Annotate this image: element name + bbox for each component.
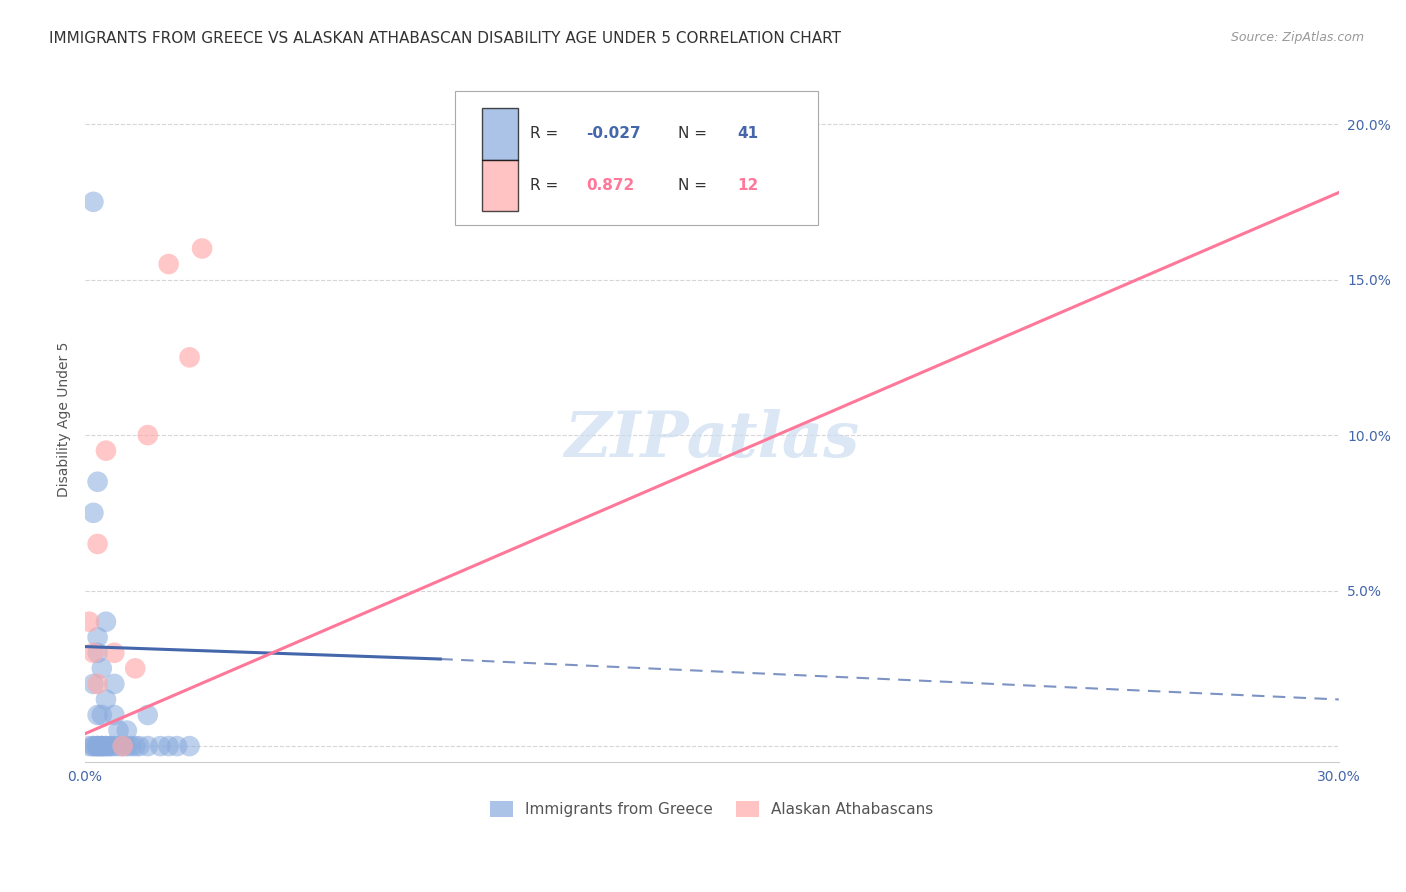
Point	[82, 677, 104, 691]
Point	[103, 708, 125, 723]
Point	[98, 739, 121, 753]
Point	[103, 739, 125, 753]
Point	[90, 708, 112, 723]
Point	[179, 351, 201, 365]
Point	[191, 242, 214, 256]
Legend: Immigrants from Greece, Alaskan Athabascans: Immigrants from Greece, Alaskan Athabasc…	[484, 795, 939, 823]
Point	[94, 615, 117, 629]
Text: 41: 41	[737, 127, 758, 142]
Point	[86, 630, 108, 644]
Point	[86, 646, 108, 660]
Text: IMMIGRANTS FROM GREECE VS ALASKAN ATHABASCAN DISABILITY AGE UNDER 5 CORRELATION : IMMIGRANTS FROM GREECE VS ALASKAN ATHABA…	[49, 31, 841, 46]
Point	[98, 739, 121, 753]
Point	[82, 194, 104, 209]
Point	[124, 739, 146, 753]
Point	[90, 739, 112, 753]
Point	[90, 739, 112, 753]
Point	[86, 677, 108, 691]
FancyBboxPatch shape	[456, 91, 818, 225]
Point	[107, 739, 129, 753]
Point	[82, 739, 104, 753]
FancyBboxPatch shape	[482, 108, 517, 160]
Point	[86, 739, 108, 753]
Text: -0.027: -0.027	[586, 127, 641, 142]
Text: R =: R =	[530, 178, 558, 193]
Point	[120, 739, 142, 753]
Point	[94, 692, 117, 706]
Point	[86, 708, 108, 723]
Point	[136, 708, 159, 723]
Point	[115, 723, 138, 738]
Point	[77, 615, 100, 629]
Point	[82, 506, 104, 520]
Point	[136, 428, 159, 442]
Point	[86, 537, 108, 551]
Point	[166, 739, 188, 753]
Point	[136, 739, 159, 753]
Text: 0.872: 0.872	[586, 178, 634, 193]
Text: N =: N =	[678, 127, 707, 142]
Point	[86, 739, 108, 753]
Point	[94, 443, 117, 458]
Point	[111, 739, 134, 753]
Point	[157, 739, 180, 753]
Text: R =: R =	[530, 127, 558, 142]
Point	[111, 739, 134, 753]
Point	[82, 739, 104, 753]
Text: ZIPatlas: ZIPatlas	[564, 409, 859, 471]
Point	[82, 646, 104, 660]
Point	[86, 739, 108, 753]
Point	[94, 739, 117, 753]
Point	[103, 677, 125, 691]
Point	[94, 739, 117, 753]
Point	[77, 739, 100, 753]
Point	[90, 739, 112, 753]
Point	[124, 661, 146, 675]
Point	[149, 739, 172, 753]
Point	[103, 646, 125, 660]
Point	[128, 739, 150, 753]
Point	[157, 257, 180, 271]
Point	[107, 723, 129, 738]
Point	[115, 739, 138, 753]
Point	[90, 661, 112, 675]
Point	[179, 739, 201, 753]
Text: N =: N =	[678, 178, 707, 193]
Y-axis label: Disability Age Under 5: Disability Age Under 5	[58, 342, 72, 497]
Text: 12: 12	[737, 178, 758, 193]
Point	[86, 475, 108, 489]
Text: Source: ZipAtlas.com: Source: ZipAtlas.com	[1230, 31, 1364, 45]
FancyBboxPatch shape	[482, 160, 517, 211]
